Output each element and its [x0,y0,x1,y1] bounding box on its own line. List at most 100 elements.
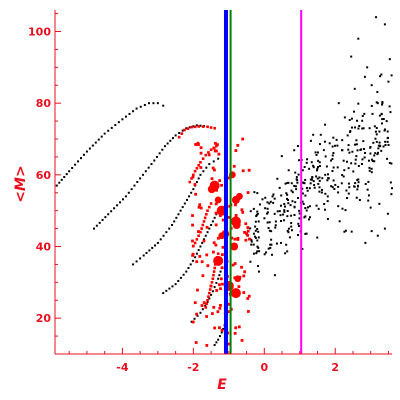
black-point [117,121,120,124]
black-point [249,227,252,230]
black-point [381,118,384,121]
red-point [209,202,213,205]
red-point [194,341,198,344]
black-point [130,188,133,191]
black-point [297,234,300,237]
red-point [220,328,224,332]
black-point [350,162,353,165]
black-point [197,177,200,180]
black-point [255,252,258,255]
black-point [371,112,374,115]
x-axis-label: E [217,377,227,393]
black-point [166,142,169,145]
black-point [375,133,378,136]
black-point [195,124,198,127]
red-point [212,305,216,309]
black-point [352,110,355,113]
black-point [378,114,381,117]
black-point [331,158,334,161]
black-point [312,164,315,167]
black-point [267,247,270,250]
black-point [364,151,367,154]
black-point [204,234,207,237]
red-point [193,301,197,305]
red-point [216,236,220,240]
black-point [357,37,360,40]
black-point [347,182,350,185]
black-point [217,338,220,341]
black-point [376,91,379,94]
black-point [254,225,257,228]
red-point [186,127,190,130]
black-point [379,75,382,78]
black-point [332,179,335,182]
red-point [199,146,203,150]
black-point [334,183,337,186]
red-point [218,283,221,287]
red-point [233,331,237,335]
black-point [347,167,350,170]
red-point [216,252,220,255]
black-point [162,104,165,107]
black-point [269,200,272,203]
black-point [179,276,182,279]
black-point [279,204,282,207]
black-point [153,159,156,162]
red-point [221,282,224,286]
black-point [378,202,381,205]
black-point [107,129,110,132]
black-point [363,75,366,78]
black-point [356,149,359,152]
red-point [218,214,222,217]
black-point [326,179,329,182]
red-point [234,214,238,217]
black-point [362,140,365,143]
black-point [350,230,353,233]
black-point [185,270,188,273]
black-point [71,166,74,169]
black-point [363,147,366,150]
black-point [341,207,344,210]
black-point [376,102,379,105]
black-point [217,277,220,280]
black-point [263,217,266,220]
red-point [193,241,197,245]
black-point [178,132,181,135]
black-point [139,257,142,260]
black-point [384,144,387,147]
black-point [145,251,148,254]
black-point [368,127,371,130]
black-point [350,117,353,120]
black-point [354,182,357,185]
black-point [194,256,197,259]
black-point [252,232,255,235]
black-point [305,232,308,235]
black-point [337,185,340,188]
black-point [336,144,339,147]
red-point [212,146,216,150]
red-point [243,231,246,234]
black-point [285,192,288,195]
red-point [246,297,250,300]
black-point [296,145,299,148]
black-point [390,187,393,190]
red-point [227,342,231,346]
black-point [74,163,77,166]
black-point [256,192,259,195]
black-point [165,231,168,234]
black-point [388,161,391,164]
black-point [305,186,308,189]
black-point [266,201,269,204]
black-point [377,144,380,147]
black-point [210,293,213,296]
black-point [351,126,354,129]
red-point [214,211,218,215]
red-point [220,266,224,270]
black-point [383,129,386,132]
black-point [290,214,293,217]
black-point [265,251,268,254]
black-point [371,159,374,162]
red-point [219,303,222,307]
red-point [205,302,208,306]
black-point [135,107,138,110]
